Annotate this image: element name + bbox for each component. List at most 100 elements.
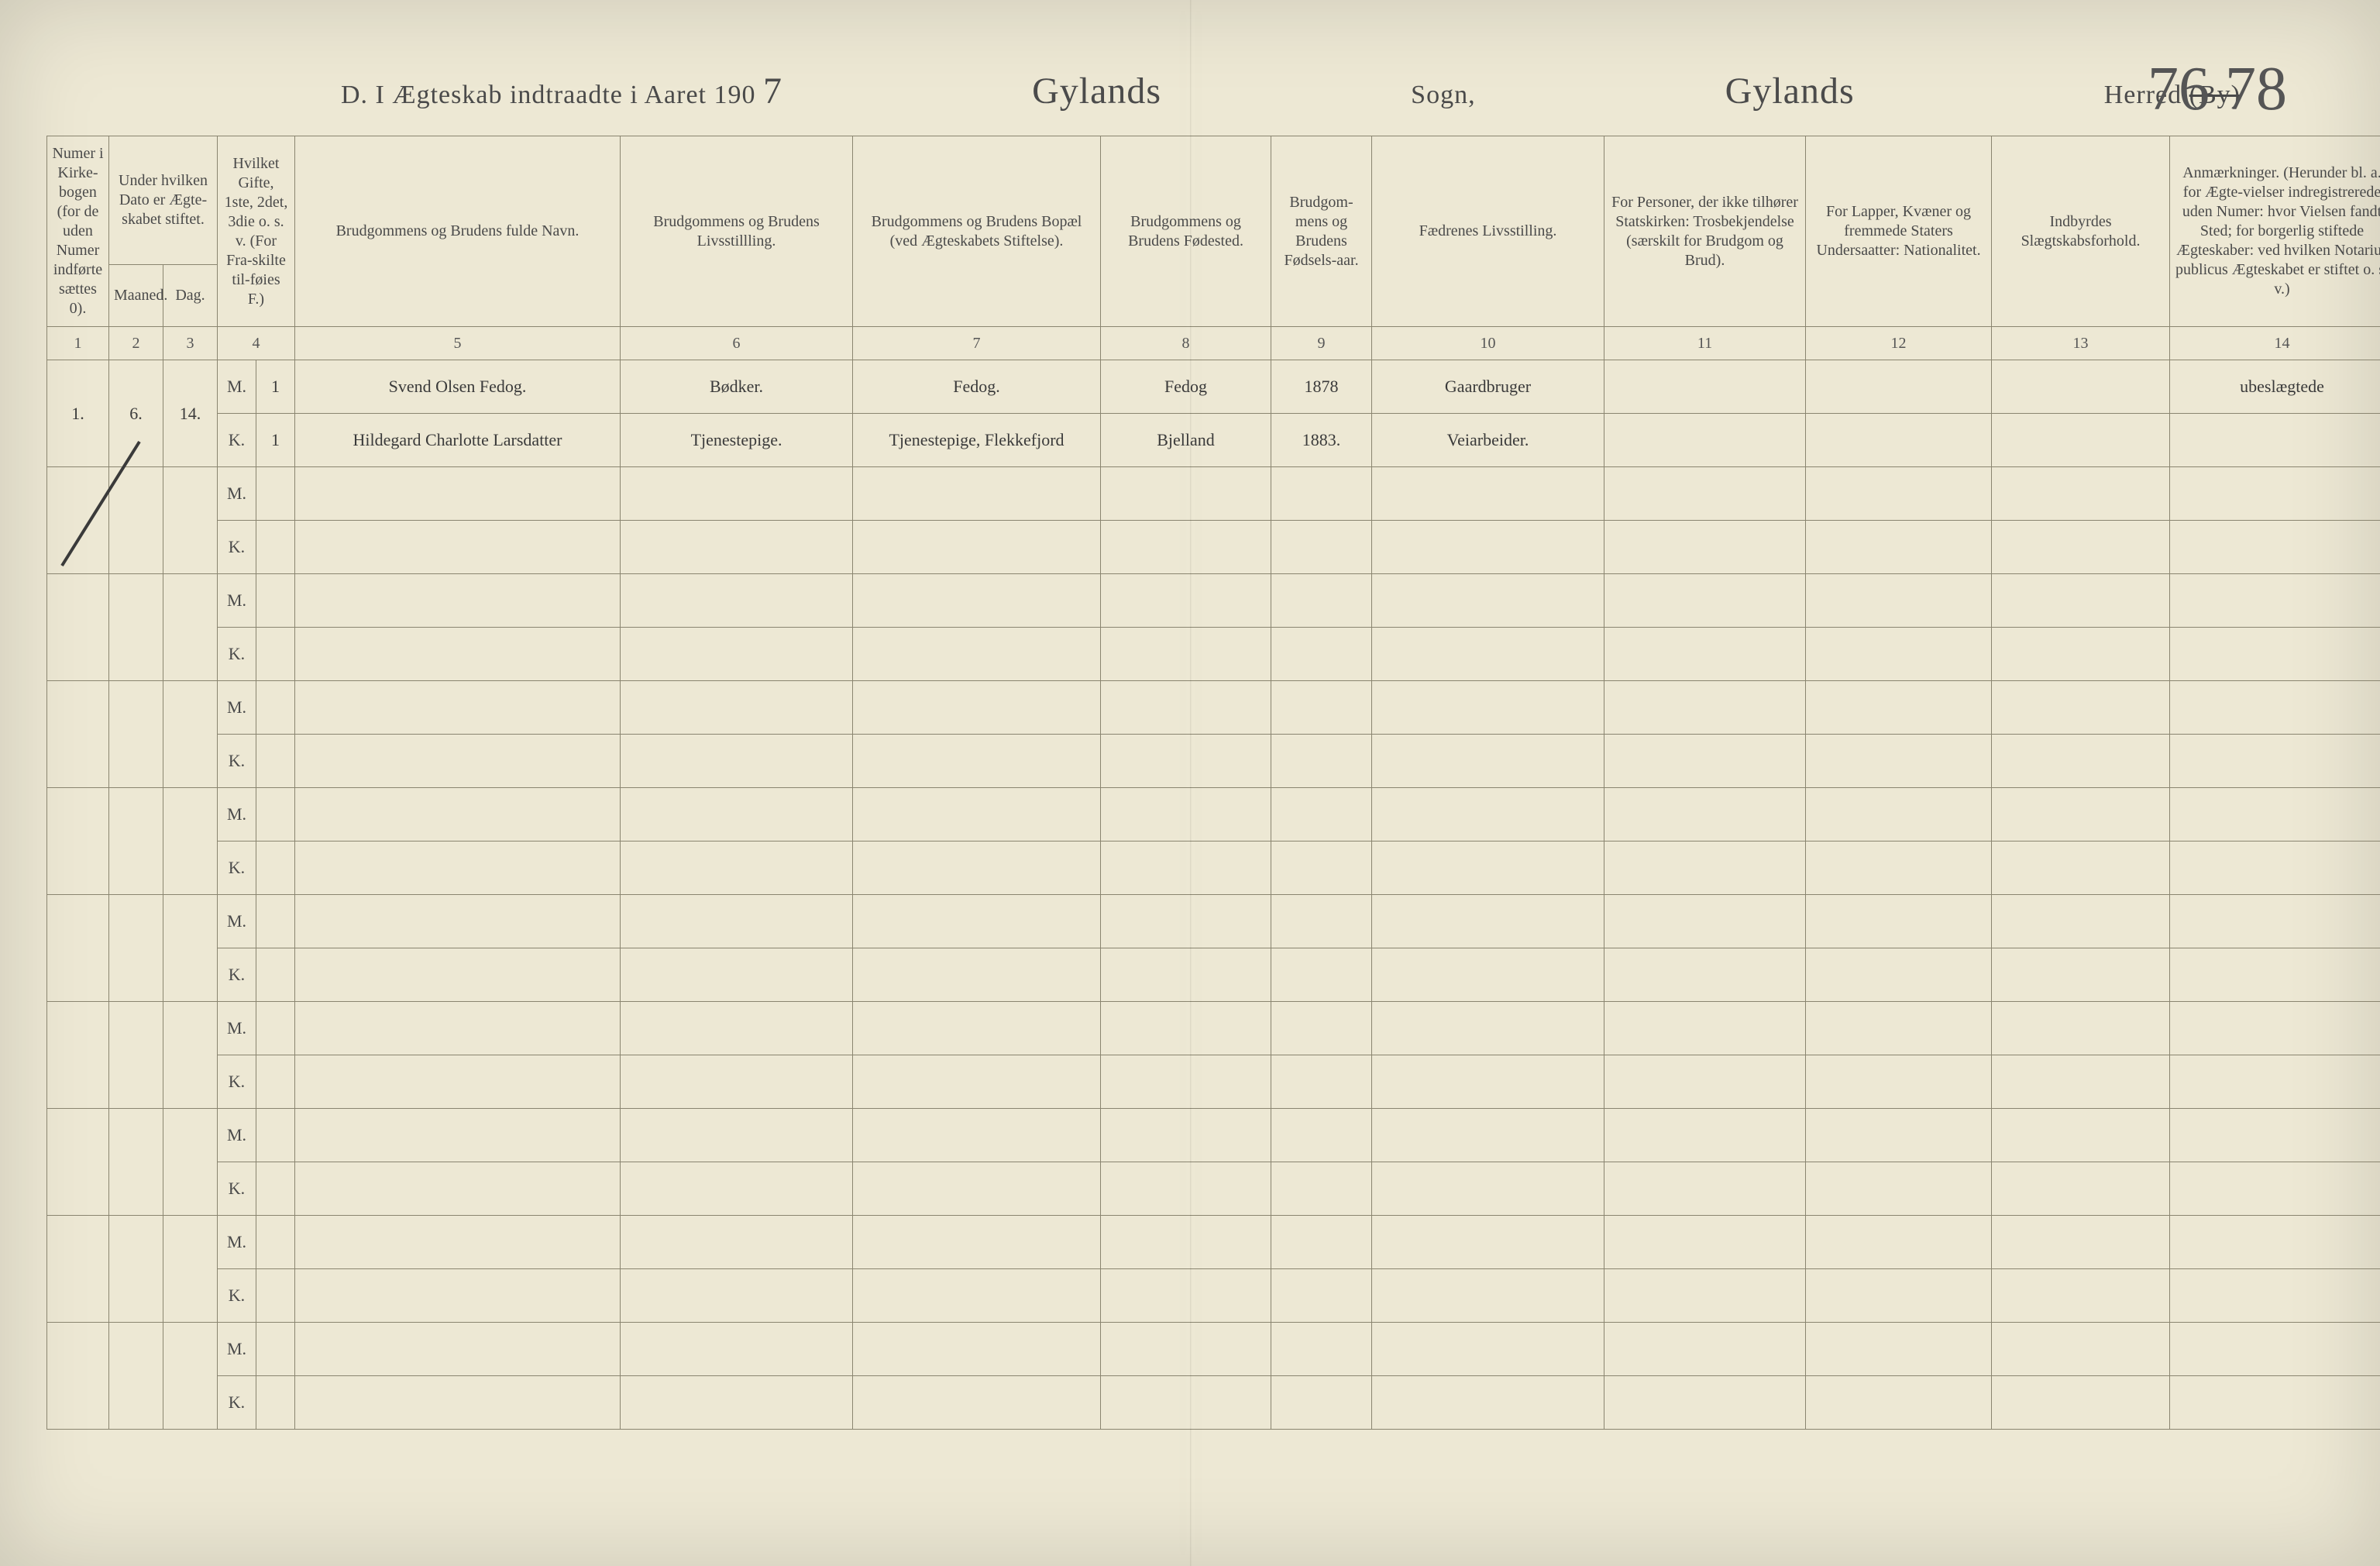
entry-number [47,895,109,1002]
col-1-header: Numer i Kirke-bogen (for de uden Numer i… [47,136,109,327]
header-title: D. I Ægteskab indtraadte i Aaret 190 7 [341,70,782,112]
groom-father-occ [1372,574,1604,628]
groom-occupation [621,1216,853,1269]
groom-birthyear [1271,681,1372,735]
table-row: M. [47,467,2380,521]
bride-nationality [1806,1269,1992,1323]
groom-birthplace: Fedog [1101,360,1271,414]
page-number: 76 78 [2148,54,2287,125]
bride-father-occ [1372,628,1604,681]
table-row: K.1Hildegard Charlotte LarsdatterTjenest… [47,414,2380,467]
bride-residence [853,1269,1101,1323]
groom-occupation [621,788,853,842]
col-11-header: For Lapper, Kvæner og fremmede Staters U… [1806,136,1992,327]
groom-father-occ [1372,1323,1604,1376]
bride-kinship [1992,1162,2170,1216]
bride-nationality [1806,948,1992,1002]
column-numbers-row: 1 2 3 4 5 6 7 8 9 10 11 12 13 14 [47,327,2380,360]
groom-label: M. [218,1109,256,1162]
groom-gifte [256,788,295,842]
groom-gifte [256,1109,295,1162]
bride-kinship [1992,948,2170,1002]
bride-remarks [2170,948,2380,1002]
table-row: M. [47,788,2380,842]
groom-residence: Fedog. [853,360,1101,414]
col-3-header: Hvilket Gifte, 1ste, 2det, 3die o. s. v.… [218,136,295,327]
table-row: M. [47,1002,2380,1055]
entry-month [109,1002,163,1109]
bride-remarks [2170,1269,2380,1323]
groom-birthplace [1101,574,1271,628]
bride-birthplace [1101,1162,1271,1216]
groom-kinship [1992,1109,2170,1162]
bride-remarks [2170,842,2380,895]
entry-number [47,467,109,574]
groom-kinship [1992,467,2170,521]
bride-name [295,1055,621,1109]
groom-kinship [1992,788,2170,842]
groom-name [295,1216,621,1269]
colnum: 6 [621,327,853,360]
groom-gifte [256,1216,295,1269]
col-10-header: For Personer, der ikke tilhører Statskir… [1604,136,1806,327]
entry-day [163,467,218,574]
groom-religion [1604,788,1806,842]
bride-name [295,842,621,895]
bride-nationality [1806,414,1992,467]
colnum: 5 [295,327,621,360]
bride-name [295,1162,621,1216]
col-13-header: Anmærkninger. (Herunder bl. a. for Ægte-… [2170,136,2380,327]
bride-gifte [256,521,295,574]
entry-number [47,1109,109,1216]
colnum: 10 [1372,327,1604,360]
groom-label: M. [218,1002,256,1055]
bride-nationality [1806,521,1992,574]
entry-month [109,681,163,788]
entry-month [109,788,163,895]
groom-birthplace [1101,788,1271,842]
groom-birthplace [1101,1323,1271,1376]
bride-remarks [2170,1055,2380,1109]
bride-birthplace [1101,628,1271,681]
bride-father-occ [1372,1162,1604,1216]
groom-remarks [2170,1216,2380,1269]
bride-occupation [621,842,853,895]
groom-name [295,1002,621,1055]
groom-gifte [256,467,295,521]
bride-label: K. [218,842,256,895]
groom-name [295,681,621,735]
bride-residence [853,1055,1101,1109]
entry-number [47,681,109,788]
bride-father-occ [1372,842,1604,895]
bride-birthyear [1271,842,1372,895]
groom-nationality [1806,1216,1992,1269]
bride-kinship [1992,414,2170,467]
groom-birthplace [1101,1109,1271,1162]
groom-label: M. [218,1323,256,1376]
groom-religion [1604,895,1806,948]
bride-father-occ: Veiarbeider. [1372,414,1604,467]
colnum: 1 [47,327,109,360]
bride-occupation [621,948,853,1002]
groom-residence [853,1109,1101,1162]
groom-birthyear [1271,788,1372,842]
groom-label: M. [218,895,256,948]
groom-residence [853,574,1101,628]
col-4-header: Brudgommens og Brudens fulde Navn. [295,136,621,327]
bride-birthplace [1101,735,1271,788]
bride-father-occ [1372,948,1604,1002]
groom-name [295,1323,621,1376]
colnum: 13 [1992,327,2170,360]
bride-nationality [1806,842,1992,895]
groom-remarks [2170,895,2380,948]
groom-birthplace [1101,1002,1271,1055]
colnum: 3 [163,327,218,360]
bride-gifte [256,735,295,788]
groom-birthyear [1271,1109,1372,1162]
bride-gifte [256,1055,295,1109]
table-row: M. [47,1109,2380,1162]
bride-name: Hildegard Charlotte Larsdatter [295,414,621,467]
groom-kinship [1992,895,2170,948]
bride-residence [853,1162,1101,1216]
bride-birthplace [1101,1269,1271,1323]
